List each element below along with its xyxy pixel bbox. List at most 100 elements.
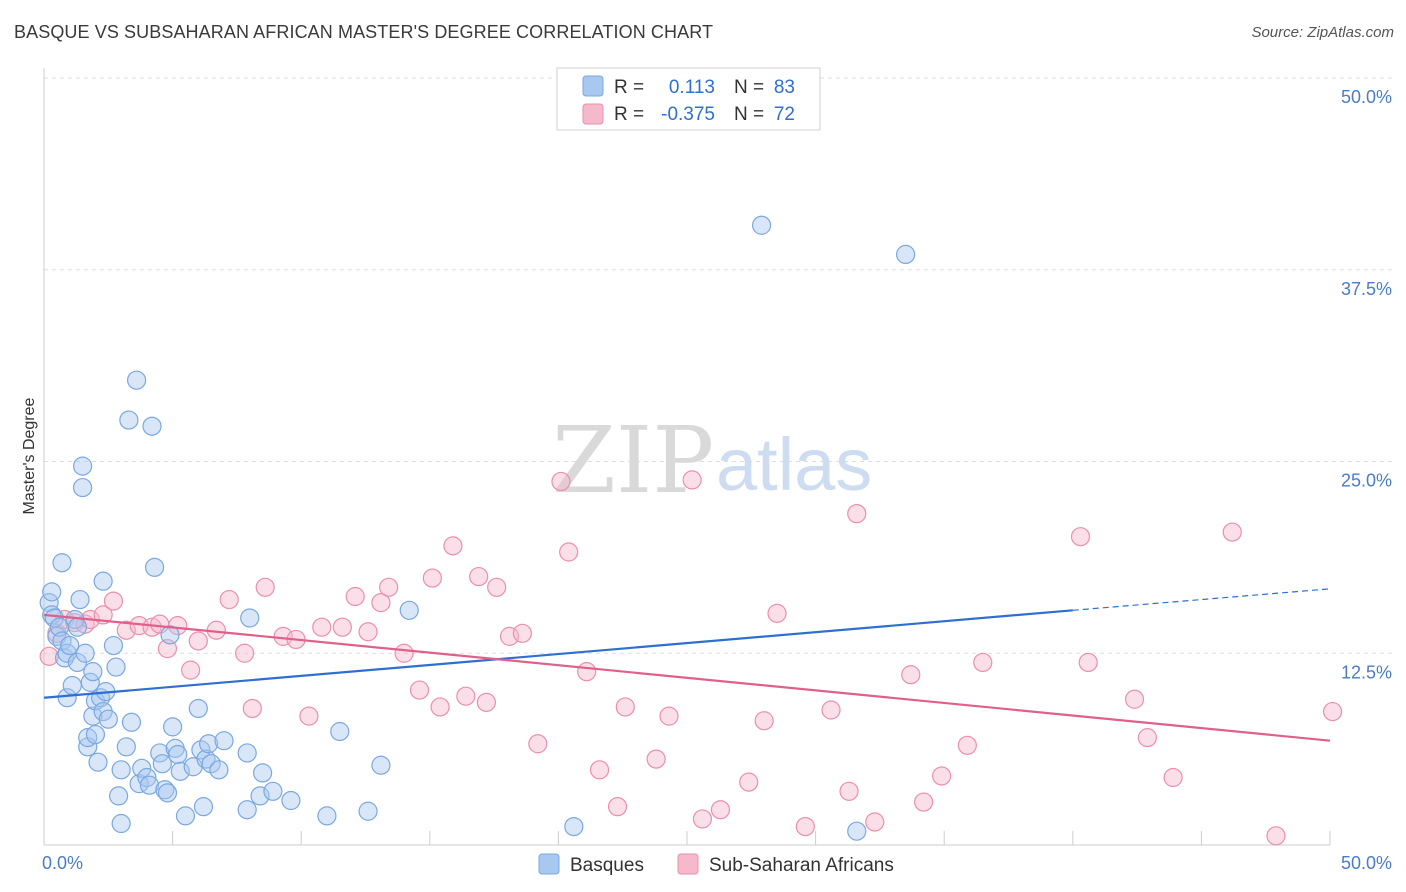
- bottom-legend-swatch-basques: [538, 853, 560, 875]
- series-basques-points: [39, 215, 916, 841]
- point-basques-67: [237, 800, 257, 820]
- point-basques-70: [250, 786, 270, 806]
- chart-source: Source: ZipAtlas.com: [1251, 24, 1394, 41]
- point-basques-43: [132, 758, 152, 778]
- point-basques-76: [358, 801, 378, 821]
- point-subsaharan-49: [659, 706, 679, 726]
- point-subsaharan-43: [559, 542, 579, 562]
- legend-n-label-pink: N =: [734, 104, 764, 125]
- point-subsaharan-73: [1322, 701, 1343, 722]
- point-subsaharan-17: [219, 589, 239, 610]
- legend-swatch-pink: [582, 103, 604, 125]
- point-subsaharan-27: [358, 622, 378, 642]
- point-basques-3: [44, 608, 64, 628]
- point-basques-14: [67, 617, 88, 637]
- point-subsaharan-20: [255, 577, 275, 597]
- point-subsaharan-24: [312, 617, 332, 637]
- point-basques-79: [564, 816, 584, 837]
- point-subsaharan-37: [476, 692, 496, 712]
- point-subsaharan-47: [615, 697, 635, 717]
- legend-r-value-pink: -0.375: [661, 104, 715, 125]
- point-subsaharan-62: [914, 792, 934, 812]
- point-basques-33: [103, 635, 124, 656]
- point-subsaharan-67: [1078, 652, 1098, 673]
- point-subsaharan-50: [682, 470, 702, 490]
- trend-lines: [43, 588, 1331, 742]
- point-subsaharan-19: [242, 698, 262, 719]
- point-subsaharan-42: [551, 471, 571, 492]
- point-subsaharan-34: [443, 536, 463, 556]
- point-basques-53: [163, 717, 183, 737]
- bottom-legend-label-subsaharan: Sub-Saharan Africans: [709, 855, 894, 876]
- point-subsaharan-41: [528, 734, 548, 754]
- point-basques-19: [75, 643, 95, 663]
- point-basques-57: [175, 806, 196, 826]
- point-subsaharan-61: [901, 665, 921, 685]
- trend-line-subsaharan: [43, 613, 1331, 742]
- point-basques-12: [62, 675, 82, 696]
- point-basques-77: [371, 755, 391, 775]
- point-basques-26: [85, 724, 106, 745]
- point-basques-66: [214, 731, 234, 751]
- watermark-zip: ZIP: [552, 407, 714, 514]
- point-subsaharan-72: [1266, 826, 1286, 846]
- point-basques-34: [106, 657, 126, 677]
- point-subsaharan-51: [692, 809, 713, 829]
- point-basques-75: [330, 721, 350, 742]
- point-basques-37: [111, 813, 131, 834]
- point-subsaharan-57: [821, 700, 841, 720]
- point-basques-39: [119, 410, 139, 430]
- point-basques-32: [98, 709, 118, 729]
- point-subsaharan-44: [577, 662, 597, 682]
- point-basques-18: [72, 477, 93, 498]
- top-legend: R = 0.113 N = 83 R = -0.375 N = 72: [556, 67, 821, 131]
- point-basques-82: [896, 244, 916, 265]
- point-basques-38: [116, 737, 136, 757]
- point-subsaharan-33: [430, 697, 450, 717]
- point-basques-52: [160, 625, 180, 645]
- series-sub-saharan-points: [39, 470, 1343, 846]
- point-subsaharan-68: [1124, 689, 1145, 709]
- point-basques-80: [751, 215, 772, 235]
- point-basques-47: [144, 557, 165, 577]
- point-basques-45: [139, 775, 160, 795]
- chart-title: BASQUE VS SUBSAHARAN AFRICAN MASTER'S DE…: [14, 22, 714, 42]
- point-basques-24: [83, 706, 103, 726]
- point-basques-36: [111, 760, 131, 780]
- point-basques-11: [60, 635, 80, 656]
- point-subsaharan-55: [767, 603, 787, 623]
- x-tick-label-max: 50.0%: [1341, 853, 1392, 873]
- point-subsaharan-40: [512, 623, 532, 643]
- point-basques-21: [78, 728, 98, 748]
- point-subsaharan-53: [739, 772, 759, 792]
- point-subsaharan-71: [1222, 522, 1242, 542]
- point-subsaharan-56: [795, 816, 815, 837]
- legend-n-value-pink: 72: [774, 104, 795, 125]
- point-subsaharan-38: [487, 577, 507, 597]
- point-subsaharan-14: [181, 660, 201, 680]
- point-subsaharan-54: [754, 711, 774, 731]
- y-tick-label-0: 12.5%: [1341, 662, 1392, 682]
- point-subsaharan-59: [847, 504, 867, 524]
- point-subsaharan-66: [1070, 527, 1091, 547]
- point-basques-60: [191, 740, 211, 760]
- point-subsaharan-48: [646, 749, 666, 769]
- legend-swatch-blue: [582, 75, 604, 97]
- point-basques-49: [152, 754, 172, 774]
- point-subsaharan-64: [957, 735, 977, 755]
- point-subsaharan-46: [607, 797, 628, 817]
- grid-lines: [44, 77, 1392, 654]
- legend-n-label-blue: N =: [734, 77, 764, 98]
- point-basques-56: [170, 761, 190, 781]
- point-basques-78: [399, 600, 419, 620]
- point-basques-50: [155, 780, 175, 800]
- point-subsaharan-28: [371, 593, 391, 613]
- point-basques-65: [209, 760, 229, 780]
- bottom-legend-swatch-subsaharan: [677, 853, 699, 875]
- point-subsaharan-60: [865, 812, 885, 832]
- point-basques-55: [168, 744, 188, 765]
- point-subsaharan-52: [710, 800, 731, 820]
- y-tick-label-3: 50.0%: [1341, 87, 1392, 107]
- point-basques-71: [253, 763, 273, 783]
